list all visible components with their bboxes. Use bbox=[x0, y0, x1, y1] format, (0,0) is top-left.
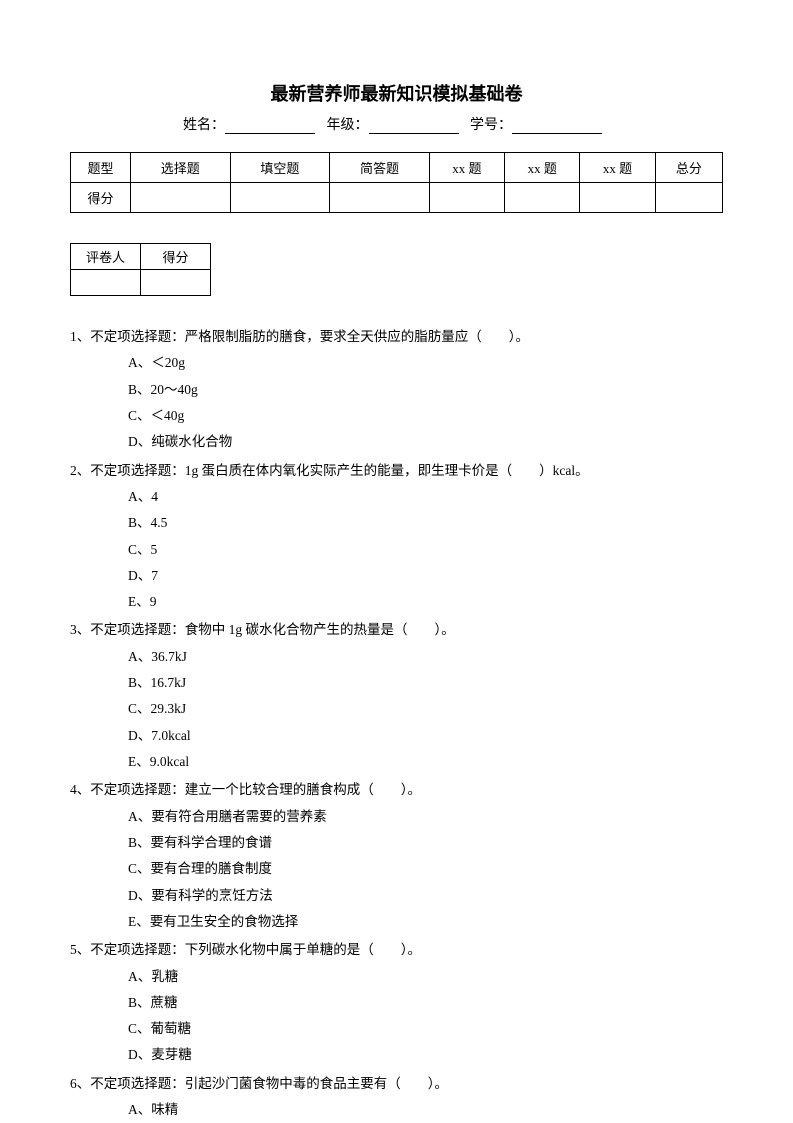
id-label: 学号： bbox=[470, 118, 512, 133]
question-option: D、要有科学的烹饪方法 bbox=[70, 883, 723, 909]
name-blank[interactable] bbox=[225, 118, 315, 134]
question-3: 3、不定项选择题：食物中 1g 碳水化合物产生的热量是（ ）。A、36.7kJB… bbox=[70, 617, 723, 775]
question-stem: 3、不定项选择题：食物中 1g 碳水化合物产生的热量是（ ）。 bbox=[70, 617, 723, 643]
question-option: B、要有科学合理的食谱 bbox=[70, 830, 723, 856]
cell-score-choice[interactable] bbox=[131, 183, 231, 213]
id-blank[interactable] bbox=[512, 118, 602, 134]
cell-xx2: xx 题 bbox=[505, 153, 580, 183]
question-option: E、9 bbox=[70, 589, 723, 615]
cell-score-label: 得分 bbox=[71, 183, 131, 213]
grade-label: 年级： bbox=[327, 118, 369, 133]
cell-choice: 选择题 bbox=[131, 153, 231, 183]
cell-xx1: xx 题 bbox=[429, 153, 504, 183]
question-5: 5、不定项选择题：下列碳水化物中属于单糖的是（ ）。A、乳糖B、蔗糖C、葡萄糖D… bbox=[70, 937, 723, 1069]
question-option: D、7 bbox=[70, 563, 723, 589]
question-option: D、麦芽糖 bbox=[70, 1042, 723, 1068]
question-option: A、要有符合用膳者需要的营养素 bbox=[70, 804, 723, 830]
cell-score-value[interactable] bbox=[141, 270, 211, 296]
question-option: A、＜20g bbox=[70, 350, 723, 376]
cell-total: 总分 bbox=[655, 153, 722, 183]
grader-table: 评卷人 得分 bbox=[70, 243, 211, 296]
cell-score-label: 得分 bbox=[141, 244, 211, 270]
question-option: E、9.0kcal bbox=[70, 749, 723, 775]
cell-fill: 填空题 bbox=[230, 153, 330, 183]
question-option: A、乳糖 bbox=[70, 964, 723, 990]
question-option: D、纯碳水化合物 bbox=[70, 429, 723, 455]
question-option: B、20～40g bbox=[70, 377, 723, 403]
questions-container: 1、不定项选择题：严格限制脂肪的膳食，要求全天供应的脂肪量应（ ）。A、＜20g… bbox=[70, 324, 723, 1123]
table-row: 评卷人 得分 bbox=[71, 244, 211, 270]
question-option: C、要有合理的膳食制度 bbox=[70, 856, 723, 882]
name-label: 姓名： bbox=[183, 118, 225, 133]
question-option: A、36.7kJ bbox=[70, 644, 723, 670]
cell-score-short[interactable] bbox=[330, 183, 430, 213]
cell-xx3: xx 题 bbox=[580, 153, 655, 183]
exam-title: 最新营养师最新知识模拟基础卷 bbox=[70, 80, 723, 106]
question-option: C、＜40g bbox=[70, 403, 723, 429]
cell-score-total[interactable] bbox=[655, 183, 722, 213]
cell-grader-value[interactable] bbox=[71, 270, 141, 296]
question-option: C、5 bbox=[70, 537, 723, 563]
cell-type-label: 题型 bbox=[71, 153, 131, 183]
table-row: 题型 选择题 填空题 简答题 xx 题 xx 题 xx 题 总分 bbox=[71, 153, 723, 183]
question-option: E、要有卫生安全的食物选择 bbox=[70, 909, 723, 935]
table-row bbox=[71, 270, 211, 296]
question-stem: 2、不定项选择题：1g 蛋白质在体内氧化实际产生的能量，即生理卡价是（ ）kca… bbox=[70, 458, 723, 484]
question-1: 1、不定项选择题：严格限制脂肪的膳食，要求全天供应的脂肪量应（ ）。A、＜20g… bbox=[70, 324, 723, 456]
question-stem: 5、不定项选择题：下列碳水化物中属于单糖的是（ ）。 bbox=[70, 937, 723, 963]
question-option: C、葡萄糖 bbox=[70, 1016, 723, 1042]
question-stem: 6、不定项选择题：引起沙门菌食物中毒的食品主要有（ ）。 bbox=[70, 1071, 723, 1097]
question-2: 2、不定项选择题：1g 蛋白质在体内氧化实际产生的能量，即生理卡价是（ ）kca… bbox=[70, 458, 723, 616]
cell-score-fill[interactable] bbox=[230, 183, 330, 213]
question-option: B、蔗糖 bbox=[70, 990, 723, 1016]
question-option: C、29.3kJ bbox=[70, 696, 723, 722]
cell-score-xx3[interactable] bbox=[580, 183, 655, 213]
question-option: A、4 bbox=[70, 484, 723, 510]
question-6: 6、不定项选择题：引起沙门菌食物中毒的食品主要有（ ）。A、味精 bbox=[70, 1071, 723, 1123]
question-option: A、味精 bbox=[70, 1097, 723, 1123]
question-option: B、4.5 bbox=[70, 510, 723, 536]
grade-blank[interactable] bbox=[369, 118, 459, 134]
cell-score-xx1[interactable] bbox=[429, 183, 504, 213]
student-info-line: 姓名： 年级： 学号： bbox=[70, 114, 723, 134]
question-stem: 4、不定项选择题：建立一个比较合理的膳食构成（ ）。 bbox=[70, 777, 723, 803]
cell-score-xx2[interactable] bbox=[505, 183, 580, 213]
score-table: 题型 选择题 填空题 简答题 xx 题 xx 题 xx 题 总分 得分 bbox=[70, 152, 723, 213]
question-4: 4、不定项选择题：建立一个比较合理的膳食构成（ ）。A、要有符合用膳者需要的营养… bbox=[70, 777, 723, 935]
question-option: B、16.7kJ bbox=[70, 670, 723, 696]
question-option: D、7.0kcal bbox=[70, 723, 723, 749]
table-row: 得分 bbox=[71, 183, 723, 213]
question-stem: 1、不定项选择题：严格限制脂肪的膳食，要求全天供应的脂肪量应（ ）。 bbox=[70, 324, 723, 350]
cell-grader-label: 评卷人 bbox=[71, 244, 141, 270]
cell-short: 简答题 bbox=[330, 153, 430, 183]
